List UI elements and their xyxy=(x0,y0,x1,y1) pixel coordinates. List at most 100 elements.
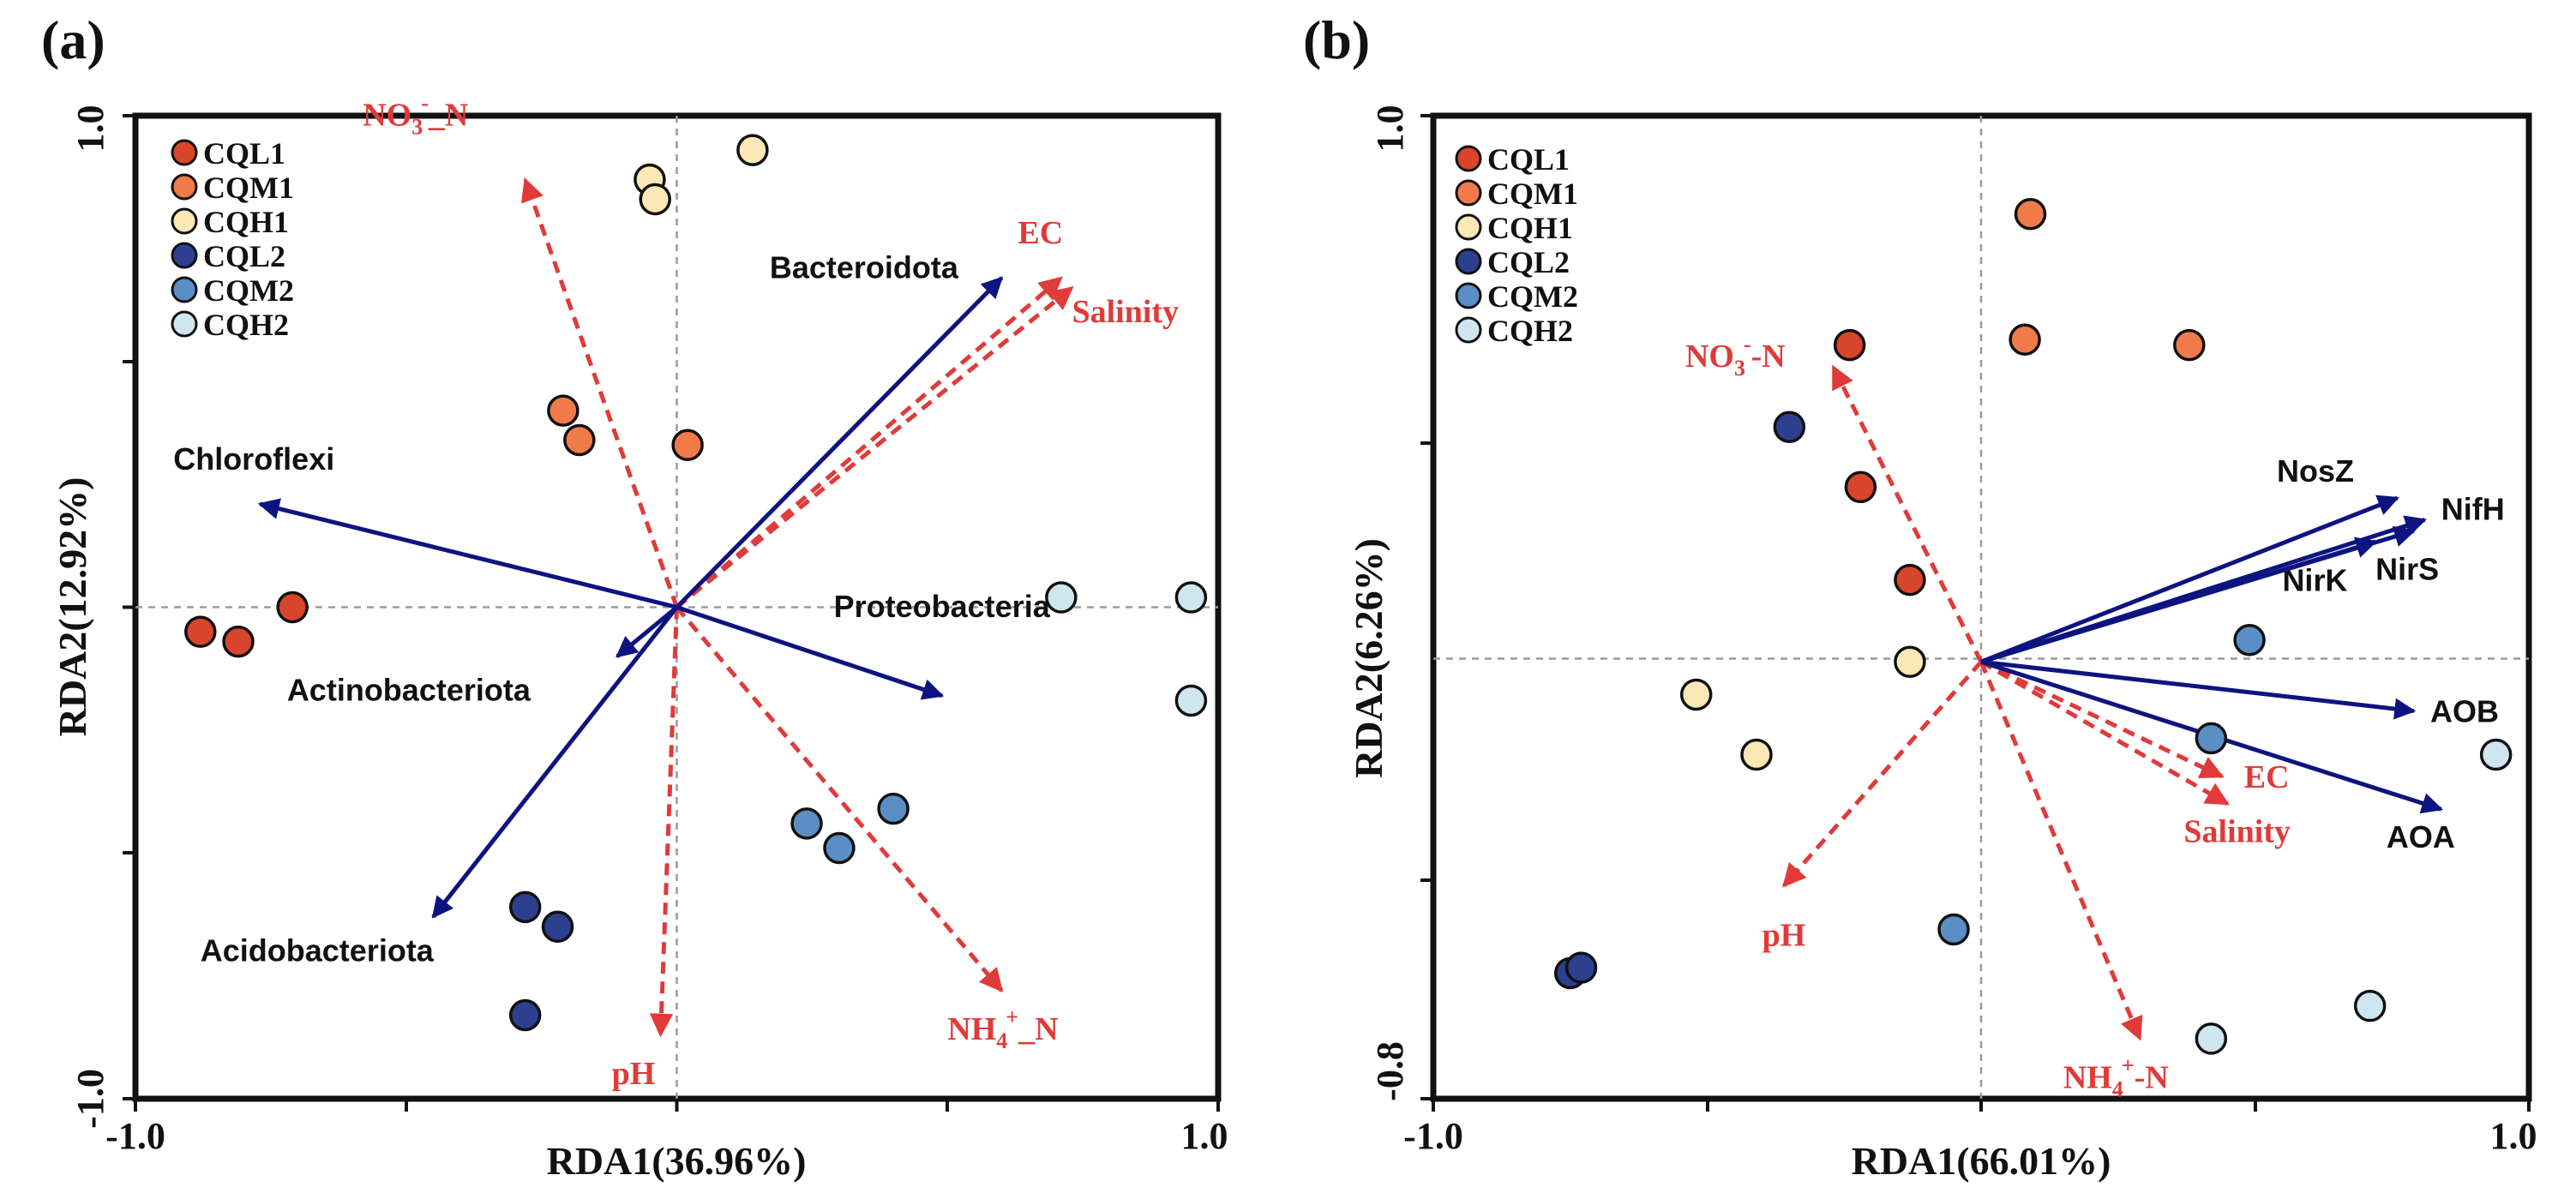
point-cqh2-2-b xyxy=(2353,989,2387,1022)
env-label-salinity-b: Salinity xyxy=(2183,814,2291,850)
panel-label-b: (b) xyxy=(1303,9,1370,70)
legend-label-cql1-a: CQL1 xyxy=(203,136,285,171)
env-label-nh4-n-b: NH4+-N xyxy=(2063,1052,2169,1101)
x-tick-min-a: -1.0 xyxy=(105,1115,165,1157)
y-tick-max-b: 1.0 xyxy=(1369,105,1411,153)
point-cql1-3-b xyxy=(1894,563,1926,596)
x-axis-title-a: RDA1(36.96%) xyxy=(547,1139,807,1183)
legend-label-cql2-b: CQL2 xyxy=(1487,245,1570,279)
point-cql1-2-b xyxy=(1844,471,1877,504)
species-label-acidobacteriota-a: Acidobacteriota xyxy=(201,932,435,968)
point-cql2-2-a xyxy=(541,910,574,944)
point-cqm1-2-a xyxy=(563,423,596,457)
x-tick-min-b: -1.0 xyxy=(1403,1115,1463,1157)
y-tick-min-a: -1.0 xyxy=(69,1069,111,1129)
species-label-nirs-b: NirS xyxy=(2375,552,2439,587)
species-arrow-acidobacteriota-a xyxy=(431,605,679,919)
species-label-aob-b: AOB xyxy=(2430,693,2499,728)
env-arrow-ec-b xyxy=(1979,659,2225,779)
point-cql2-1-b xyxy=(1773,411,1806,443)
panel-a: (a) -1.0 1.0 -1.0 1.0 RDA1(36.96%) RDA2(… xyxy=(41,9,1228,1183)
legend-label-cqm2-a: CQM2 xyxy=(203,273,294,308)
species-label-nosz-b: NosZ xyxy=(2277,453,2354,489)
legend-label-cqh2-b: CQH2 xyxy=(1487,314,1573,348)
species-label-aoa-b: AOA xyxy=(2387,819,2455,854)
point-cql2-3-a xyxy=(508,998,542,1032)
legend-marker-cqm1-b xyxy=(1455,179,1482,207)
species-arrow-actinobacteriota-a xyxy=(615,605,679,658)
point-cqh1-2-a xyxy=(639,183,671,216)
point-cqm2-3-a xyxy=(877,792,910,825)
env-arrow-salinity-b xyxy=(1979,660,2230,806)
env-label-no3-n-a: NO3-_N xyxy=(363,90,468,139)
species-arrow-nosz-b xyxy=(1980,495,2399,664)
legend-marker-cqm2-b xyxy=(1455,282,1482,309)
point-cql1-1-b xyxy=(1833,328,1866,362)
point-cqh1-3-a xyxy=(736,134,769,166)
env-label-ph-b: pH xyxy=(1762,918,1806,954)
legend-label-cql2-a: CQL2 xyxy=(203,239,285,273)
point-cqh2-3-a xyxy=(1174,684,1208,717)
x-axis-title-b: RDA1(66.01%) xyxy=(1852,1139,2111,1183)
x-tick-max-a: 1.0 xyxy=(1181,1115,1228,1157)
y-tick-max-a: 1.0 xyxy=(69,105,111,153)
y-axis-title-b: RDA2(6.26%) xyxy=(1347,538,1390,778)
species-label-actinobacteriota-a: Actinobacteriota xyxy=(287,672,531,707)
marks-a: NO3-_N EC Salinity pH NH4+_N Bacteroidota Chlo… xyxy=(173,90,1208,1092)
env-arrow-salinity-a xyxy=(675,285,1074,609)
species-label-nifh-b: NifH xyxy=(2441,492,2505,527)
point-cqm2-1-a xyxy=(790,807,823,840)
panel-b: (b) -1.0 1.0 -0.8 1.0 RDA1(66.01%) RDA2(… xyxy=(1303,9,2537,1183)
env-label-ec-a: EC xyxy=(1018,215,1063,251)
point-cqh2-3-b xyxy=(2195,1022,2228,1055)
legend-label-cqh2-a: CQH2 xyxy=(203,308,289,342)
point-cql1-3-a xyxy=(276,591,309,624)
legend-marker-cql2-a xyxy=(171,242,198,269)
point-cqm1-3-b xyxy=(2173,328,2206,362)
point-cql2-1-a xyxy=(508,890,542,924)
point-cqm2-2-a xyxy=(823,831,856,865)
env-arrow-ph-a xyxy=(649,607,679,1038)
species-label-bacteroidota-a: Bacteroidota xyxy=(770,249,959,285)
axis-ticks-a xyxy=(123,114,1220,1112)
y-tick-min-b: -0.8 xyxy=(1369,1041,1411,1101)
point-cqm1-1-b xyxy=(2014,197,2047,231)
point-cqh2-1-b xyxy=(2479,738,2513,771)
env-arrow-ec-a xyxy=(675,276,1063,609)
legend-marker-cql1-b xyxy=(1455,145,1482,172)
axis-ticks-b xyxy=(1420,114,2531,1112)
env-label-ec-b: EC xyxy=(2244,759,2290,795)
species-arrow-proteobacteria-a xyxy=(676,605,945,700)
legend-label-cqm1-a: CQM1 xyxy=(203,171,294,205)
point-cqm1-3-a xyxy=(671,429,704,461)
point-cqm1-2-b xyxy=(2009,323,2041,357)
legend-marker-cql1-a xyxy=(171,139,198,166)
point-cqm1-1-a xyxy=(547,394,579,427)
point-cql2-3-b xyxy=(1564,951,1598,984)
point-cqh1-1-b xyxy=(1679,678,1713,711)
legend-marker-cqm2-a xyxy=(171,276,198,303)
env-arrow-nh4-n-a xyxy=(675,605,1004,992)
legend-marker-cqh1-a xyxy=(171,207,198,235)
species-label-chloroflexi-a: Chloroflexi xyxy=(173,441,334,477)
env-arrow-no3-n-a xyxy=(520,177,679,608)
env-arrow-no3-n-b xyxy=(1831,364,1984,663)
legend-marker-cqh1-b xyxy=(1455,213,1482,241)
point-cqh1-3-b xyxy=(1894,645,1926,678)
legend-marker-cql2-b xyxy=(1455,248,1482,275)
legend-label-cqm2-b: CQM2 xyxy=(1487,279,1578,314)
x-tick-max-b: 1.0 xyxy=(2490,1115,2537,1157)
point-cqm2-1-b xyxy=(2233,623,2266,656)
env-label-ph-a: pH xyxy=(612,1056,656,1092)
point-cqm2-2-b xyxy=(2195,722,2228,755)
legend-marker-cqh2-a xyxy=(171,310,198,338)
env-label-nh4-n-a: NH4+_N xyxy=(947,1004,1058,1053)
legend-marker-cqh2-b xyxy=(1455,316,1482,344)
point-cql1-1-a xyxy=(184,615,217,648)
point-cqm2-3-b xyxy=(1937,913,1970,946)
env-label-no3-n-b: NO3--N xyxy=(1685,332,1786,381)
